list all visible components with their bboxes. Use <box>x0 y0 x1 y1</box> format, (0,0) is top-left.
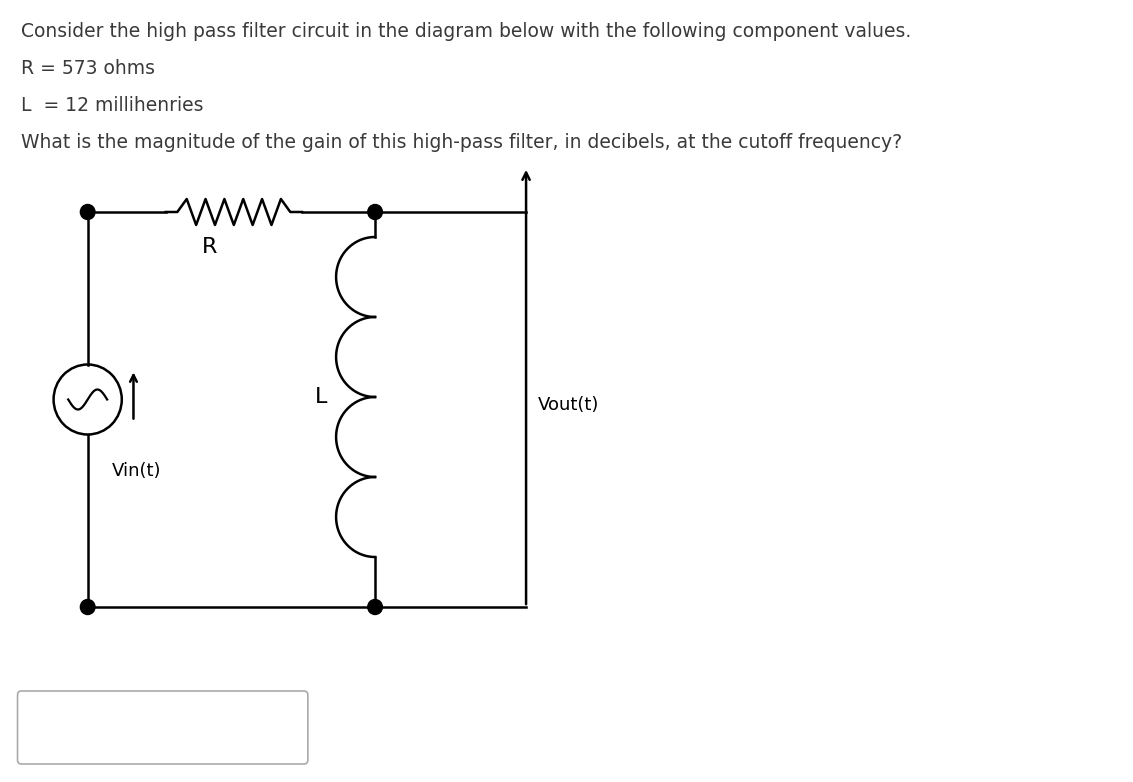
Text: R = 573 ohms: R = 573 ohms <box>22 59 155 78</box>
Text: Consider the high pass filter circuit in the diagram below with the following co: Consider the high pass filter circuit in… <box>22 22 912 41</box>
Circle shape <box>80 600 95 615</box>
Text: L: L <box>315 387 327 407</box>
Text: L  = 12 millihenries: L = 12 millihenries <box>22 96 204 115</box>
Text: R: R <box>202 237 218 257</box>
Circle shape <box>368 205 382 220</box>
Text: What is the magnitude of the gain of this high-pass filter, in decibels, at the : What is the magnitude of the gain of thi… <box>22 133 903 152</box>
Circle shape <box>368 600 382 615</box>
Text: Vin(t): Vin(t) <box>112 461 162 479</box>
FancyBboxPatch shape <box>17 691 308 764</box>
Text: Vout(t): Vout(t) <box>538 396 599 414</box>
Circle shape <box>80 205 95 220</box>
